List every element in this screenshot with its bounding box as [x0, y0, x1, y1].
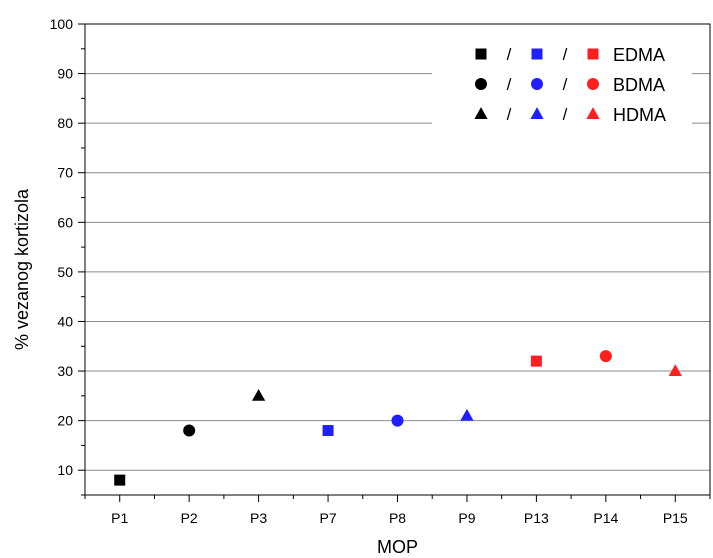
data-point-p3	[252, 389, 266, 401]
x-tick-label: P7	[319, 510, 336, 526]
legend-marker-circle	[531, 78, 543, 90]
x-tick-label: P9	[458, 510, 475, 526]
x-axis: P1 P2 P3 P7 P8 P9 P13 P14 P15	[84, 495, 711, 526]
legend-separator: /	[507, 105, 512, 124]
legend-marker-square	[531, 48, 543, 60]
legend-label: BDMA	[613, 75, 665, 95]
x-tick-label: P15	[663, 510, 688, 526]
y-tick-label: 40	[57, 313, 73, 329]
legend-marker-triangle	[474, 107, 488, 119]
y-tick-label: 30	[57, 363, 73, 379]
legend-label: EDMA	[613, 45, 665, 65]
x-tick-label: P2	[181, 510, 198, 526]
legend-marker-square	[587, 48, 599, 60]
data-point-p15	[668, 364, 682, 377]
y-axis: 10 20 30 40 50 60 70 80 90 100	[50, 16, 85, 496]
legend-marker-triangle	[530, 107, 544, 119]
x-tick-label: P3	[250, 510, 267, 526]
legend-marker-triangle	[586, 107, 600, 119]
y-tick-label: 100	[50, 16, 74, 32]
x-tick-label: P1	[111, 510, 128, 526]
legend: / / EDMA / / BDMA / / HDMA	[432, 42, 692, 125]
x-tick-label: P8	[389, 510, 406, 526]
data-point-p14	[599, 350, 612, 363]
data-point-p1	[114, 474, 126, 486]
data-point-p9	[460, 408, 474, 421]
x-axis-label: MOP	[377, 537, 418, 557]
y-tick-label: 50	[57, 264, 73, 280]
data-point-p8	[391, 414, 404, 427]
y-tick-label: 80	[57, 115, 73, 131]
y-tick-label: 70	[57, 165, 73, 181]
legend-separator: /	[563, 75, 568, 94]
legend-separator: /	[507, 45, 512, 64]
y-tick-label: 20	[57, 413, 73, 429]
legend-separator: /	[563, 45, 568, 64]
data-points	[114, 350, 682, 486]
x-tick-label: P13	[524, 510, 549, 526]
data-point-p13	[530, 355, 542, 367]
data-point-p2	[183, 424, 196, 437]
y-tick-label: 10	[57, 462, 73, 478]
data-point-p7	[322, 425, 334, 437]
legend-label: HDMA	[613, 105, 666, 125]
y-tick-label: 60	[57, 214, 73, 230]
legend-separator: /	[563, 105, 568, 124]
y-tick-label: 90	[57, 66, 73, 82]
grid-lines	[85, 73, 710, 471]
legend-marker-square	[475, 48, 487, 60]
legend-separator: /	[507, 75, 512, 94]
legend-marker-circle	[587, 78, 599, 90]
y-axis-label: % vezanog kortizola	[12, 188, 32, 350]
legend-marker-circle	[475, 78, 487, 90]
x-tick-label: P14	[593, 510, 618, 526]
